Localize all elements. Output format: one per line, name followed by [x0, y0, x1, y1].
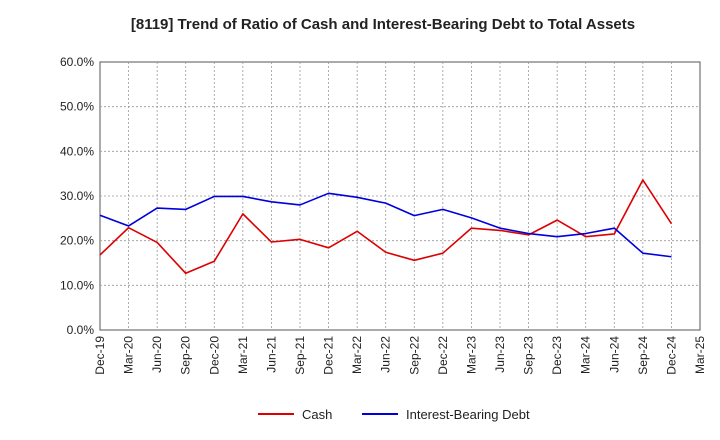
x-tick-label: Sep-22: [407, 336, 421, 375]
y-tick-label: 0.0%: [67, 323, 95, 337]
x-tick-label: Mar-20: [122, 336, 136, 374]
legend: Cash Interest-Bearing Debt: [258, 407, 530, 422]
legend-label: Interest-Bearing Debt: [406, 407, 530, 422]
x-tick-label: Mar-21: [236, 336, 250, 374]
x-tick-label: Jun-23: [493, 336, 507, 373]
x-tick-label: Jun-24: [607, 336, 621, 373]
chart-title: [8119] Trend of Ratio of Cash and Intere…: [131, 16, 635, 33]
x-axis: Dec-19 Mar-20 Jun-20 Sep-20 Dec-20 Mar-21 Jun-…: [93, 336, 707, 375]
x-tick-label: Mar-23: [464, 336, 478, 374]
x-tick-label: Mar-24: [579, 336, 593, 374]
y-axis: 0.0% 10.0% 20.0% 30.0% 40.0% 50.0% 60.0%: [60, 55, 94, 337]
y-tick-label: 30.0%: [60, 189, 94, 203]
x-tick-label: Dec-19: [93, 336, 107, 375]
x-tick-label: Dec-24: [664, 336, 678, 375]
series-lines: [99, 179, 673, 275]
x-tick-label: Mar-25: [693, 336, 707, 374]
y-tick-label: 50.0%: [60, 100, 94, 114]
x-tick-label: Sep-21: [293, 336, 307, 375]
y-tick-label: 20.0%: [60, 234, 94, 248]
x-tick-label: Mar-22: [350, 336, 364, 374]
x-tick-label: Dec-23: [550, 336, 564, 375]
x-tick-label: Jun-20: [150, 336, 164, 373]
series-line-interest-bearing-debt: [99, 192, 672, 258]
x-tick-label: Sep-24: [636, 336, 650, 375]
series-line-cash: [99, 179, 673, 275]
x-tick-label: Jun-21: [264, 336, 278, 373]
x-tick-label: Dec-20: [207, 336, 221, 375]
y-tick-label: 60.0%: [60, 55, 94, 69]
x-tick-label: Sep-20: [179, 336, 193, 375]
grid: [100, 62, 700, 330]
x-tick-label: Dec-22: [436, 336, 450, 375]
y-tick-label: 10.0%: [60, 278, 94, 292]
legend-label: Cash: [302, 407, 332, 422]
x-tick-label: Sep-23: [522, 336, 536, 375]
x-tick-label: Jun-22: [379, 336, 393, 373]
y-tick-label: 40.0%: [60, 144, 94, 158]
x-tick-label: Dec-21: [322, 336, 336, 375]
